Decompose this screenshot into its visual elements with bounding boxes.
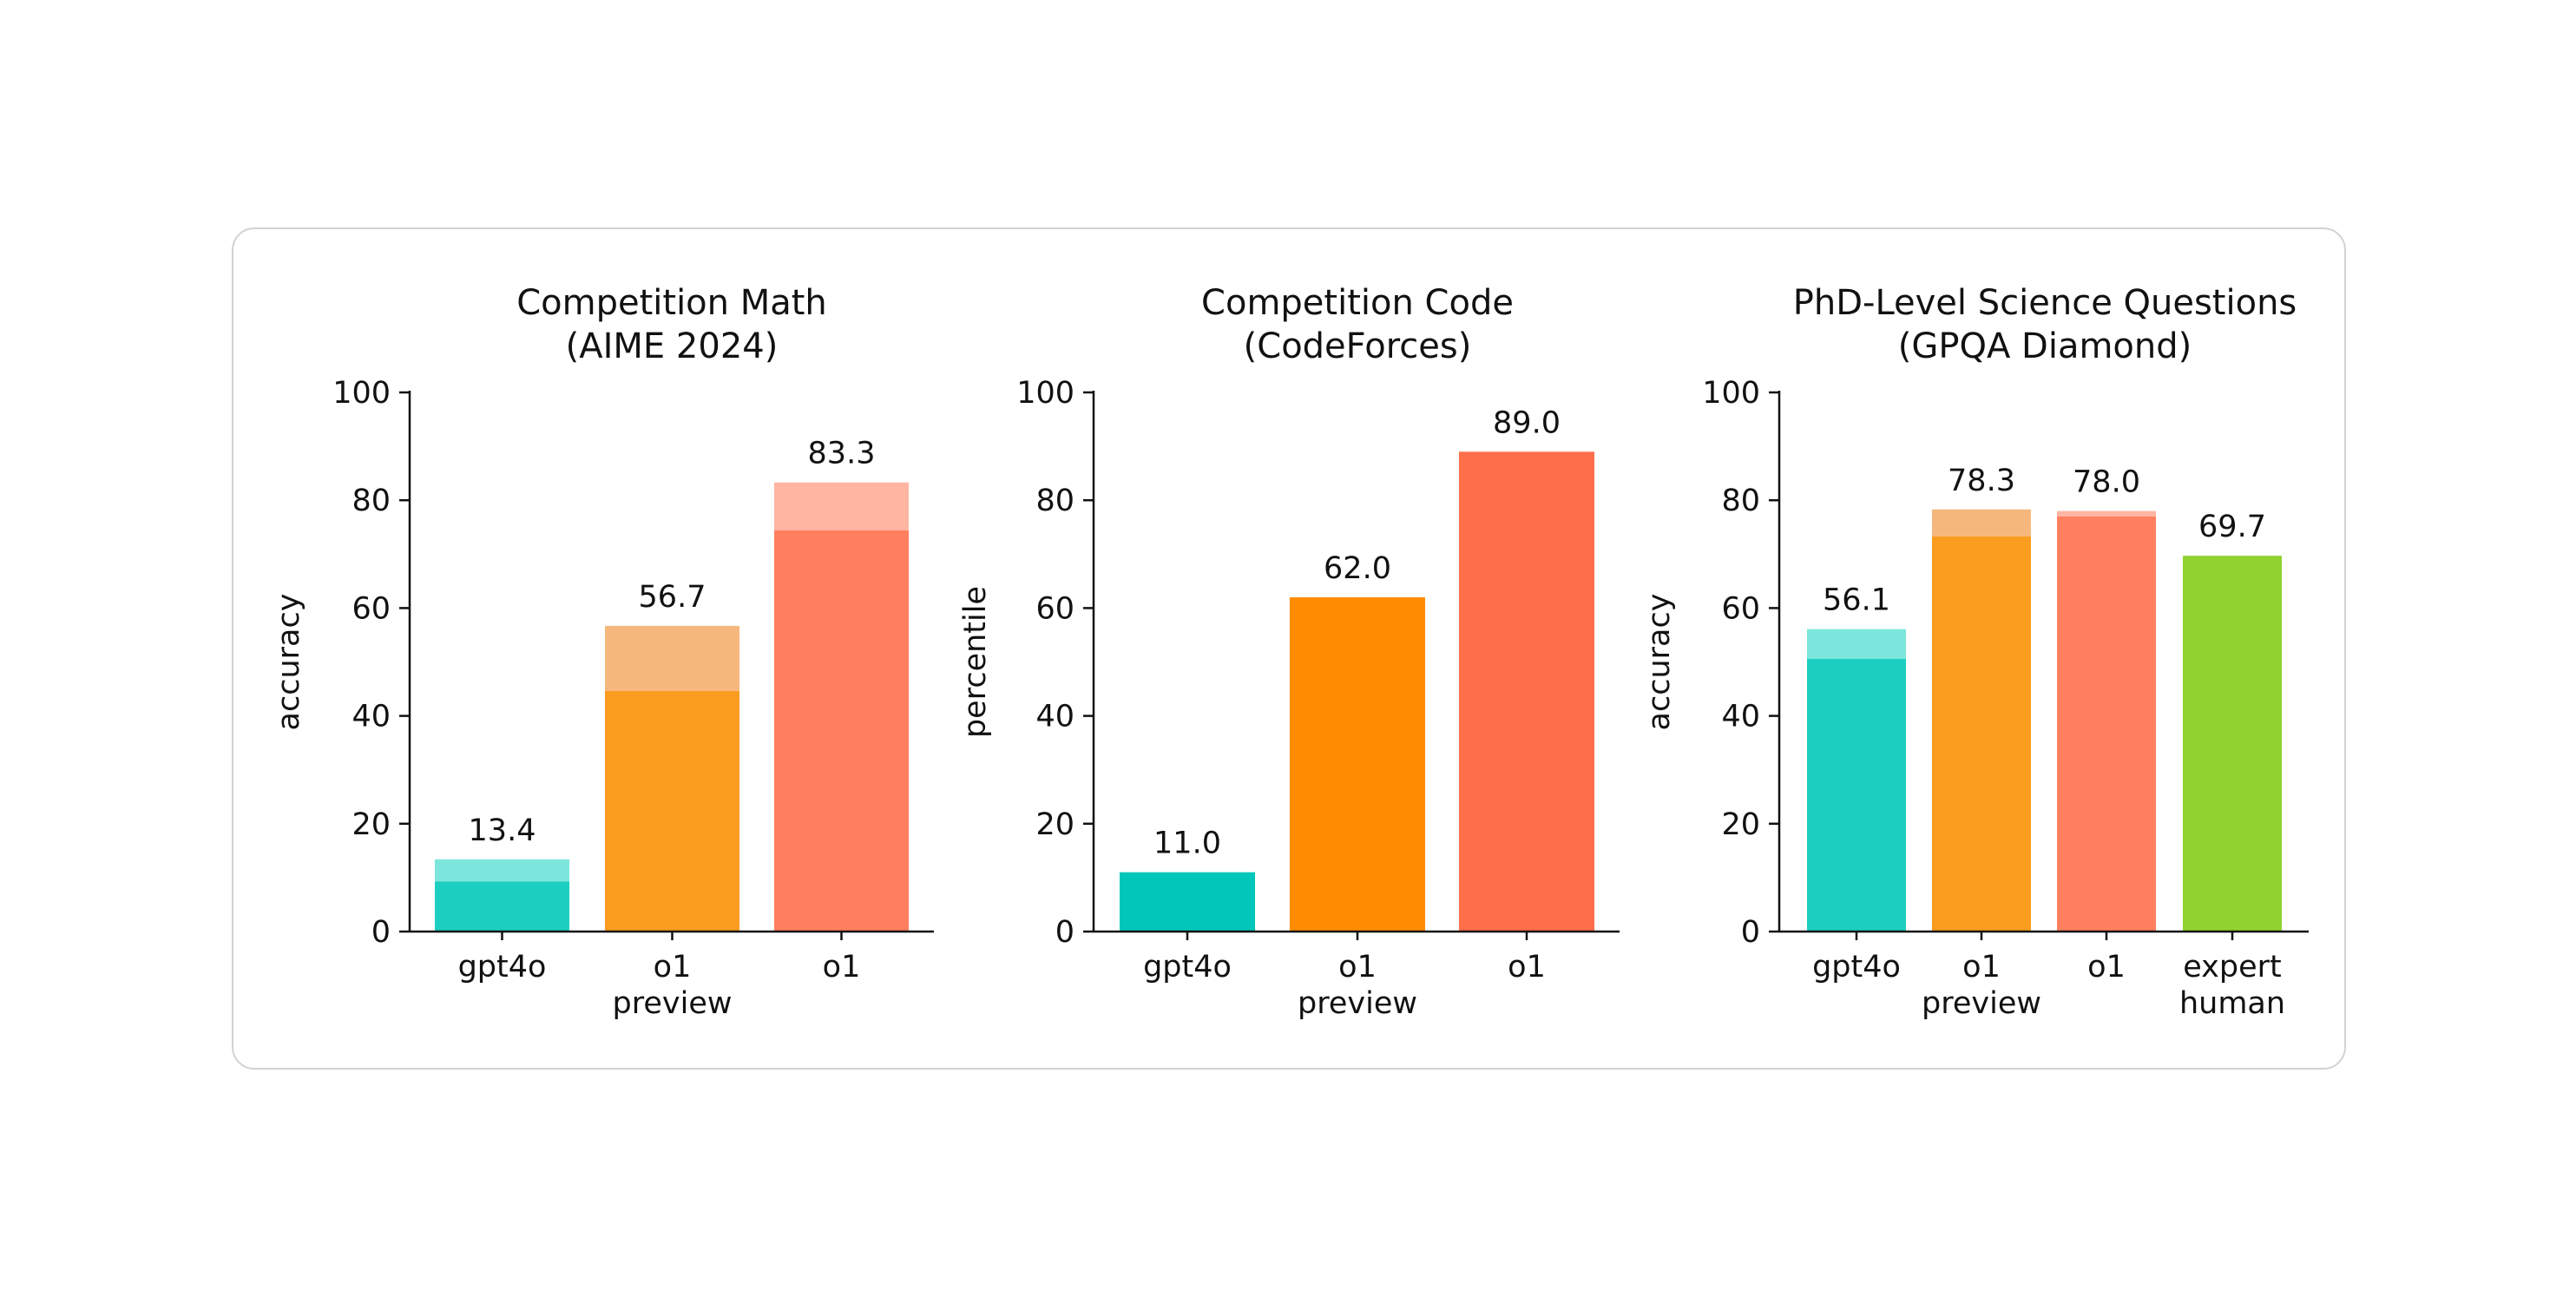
bar-light-segment bbox=[1932, 509, 2031, 537]
chart-title-line: Competition Math bbox=[516, 283, 827, 323]
y-tick-label: 100 bbox=[332, 376, 391, 411]
bar-value-label: 13.4 bbox=[469, 813, 536, 848]
x-tick-label: gpt4o bbox=[1812, 950, 1901, 985]
y-tick-label: 80 bbox=[352, 484, 391, 518]
chart-title-line: (AIME 2024) bbox=[566, 326, 779, 366]
y-tick-label: 100 bbox=[1702, 376, 1760, 411]
y-tick-label: 20 bbox=[1721, 807, 1760, 842]
y-tick-label: 60 bbox=[1721, 591, 1760, 626]
y-tick-label: 60 bbox=[1035, 591, 1074, 626]
chart-title-line: Competition Code bbox=[1201, 283, 1514, 323]
bar bbox=[1290, 596, 1425, 932]
x-tick-label: o1 bbox=[2087, 950, 2126, 985]
bar bbox=[2183, 556, 2282, 932]
bar-value-label: 78.3 bbox=[1948, 464, 2015, 498]
x-tick-label: gpt4o bbox=[458, 950, 547, 985]
bar-light-segment bbox=[1807, 629, 1906, 659]
chart-title-line: (CodeForces) bbox=[1244, 326, 1472, 366]
bar-value-label: 89.0 bbox=[1493, 405, 1561, 440]
bar-value-label: 56.7 bbox=[639, 580, 706, 615]
bar-value-label: 62.0 bbox=[1324, 551, 1391, 586]
bar-light-segment bbox=[774, 482, 909, 530]
bar bbox=[1932, 536, 2031, 932]
x-tick-label: o1 bbox=[654, 950, 692, 985]
y-tick-label: 0 bbox=[1055, 915, 1074, 950]
bar-value-label: 78.0 bbox=[2073, 465, 2140, 500]
x-tick-label: human bbox=[2179, 986, 2285, 1021]
chart-title-line: PhD-Level Science Questions bbox=[1793, 283, 2297, 323]
y-tick-label: 40 bbox=[1721, 700, 1760, 734]
chart-panel-math: Competition Math(AIME 2024) accuracy 13.4 g… bbox=[272, 283, 934, 1021]
bar-light-segment bbox=[605, 625, 739, 692]
y-tick-label: 20 bbox=[352, 807, 391, 842]
bar bbox=[1120, 872, 1255, 932]
bar-value-label: 69.7 bbox=[2198, 510, 2266, 544]
y-tick-label: 80 bbox=[1721, 484, 1760, 518]
bar bbox=[435, 881, 569, 932]
x-tick-label: o1 bbox=[823, 950, 861, 985]
bar bbox=[774, 530, 909, 932]
x-tick-label: preview bbox=[1922, 986, 2041, 1021]
y-tick-label: 0 bbox=[1741, 915, 1760, 950]
bar-light-segment bbox=[2057, 510, 2156, 517]
y-tick-label: 100 bbox=[1016, 376, 1074, 411]
bar-light-segment bbox=[435, 859, 569, 882]
y-tick-label: 20 bbox=[1035, 807, 1074, 842]
bar-value-label: 83.3 bbox=[808, 437, 876, 471]
x-tick-label: o1 bbox=[1338, 950, 1377, 985]
y-tick-label: 80 bbox=[1035, 484, 1074, 518]
chart-panel-code: Competition Code(CodeForces) percentile 11… bbox=[958, 283, 1620, 1021]
y-tick-label: 60 bbox=[352, 591, 391, 626]
bar-value-label: 11.0 bbox=[1153, 827, 1221, 861]
chart-panel-science: PhD-Level Science Questions(GPQA Diamond… bbox=[1642, 283, 2309, 1021]
bar bbox=[605, 691, 739, 932]
x-tick-label: gpt4o bbox=[1143, 950, 1232, 985]
y-tick-label: 40 bbox=[1035, 700, 1074, 734]
x-tick-label: expert bbox=[2183, 950, 2282, 985]
bar-value-label: 56.1 bbox=[1823, 583, 1890, 618]
chart-title-line: (GPQA Diamond) bbox=[1898, 326, 2192, 366]
y-axis-label: percentile bbox=[958, 586, 993, 738]
bar bbox=[1807, 658, 1906, 932]
x-tick-label: o1 bbox=[1962, 950, 2001, 985]
y-tick-label: 0 bbox=[371, 915, 391, 950]
y-tick-label: 40 bbox=[352, 700, 391, 734]
bar bbox=[2057, 516, 2156, 932]
y-axis-label: accuracy bbox=[272, 594, 306, 731]
x-tick-label: preview bbox=[613, 986, 733, 1021]
bar bbox=[1459, 451, 1594, 932]
x-tick-label: preview bbox=[1298, 986, 1417, 1021]
x-tick-label: o1 bbox=[1508, 950, 1546, 985]
y-axis-label: accuracy bbox=[1642, 594, 1677, 731]
